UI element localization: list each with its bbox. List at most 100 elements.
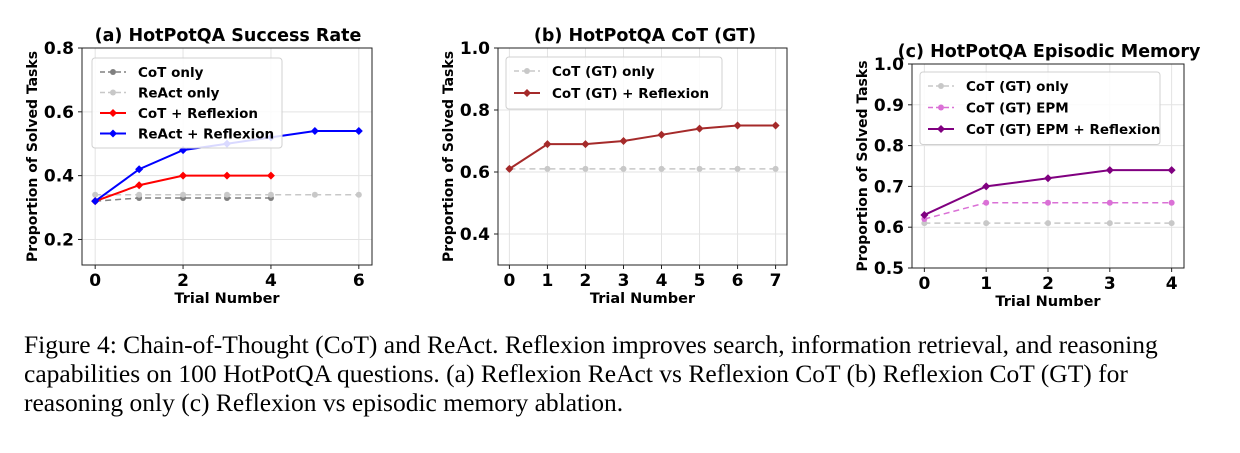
legend-label: CoT + Reflexion — [138, 106, 258, 122]
y-tick-label: 0.8 — [874, 137, 904, 157]
chart-panel-a: 0 2 4 6 0.2 0.4 0.6 0.8 (a) HotPotQA Success Rat… — [25, 26, 373, 307]
data-point — [1106, 220, 1113, 227]
data-point — [1044, 174, 1052, 183]
legend-box — [919, 71, 1161, 145]
legend-swatch-marker — [938, 83, 944, 89]
series-cot-gt-reflexion — [505, 121, 780, 173]
data-point — [772, 165, 779, 172]
legend-swatch-marker — [523, 89, 531, 97]
figure-caption: Figure 4: Chain-of-Thought (CoT) and ReA… — [24, 330, 1158, 417]
x-tick-label: 1 — [542, 271, 554, 291]
y-tick-label: 0.4 — [44, 167, 74, 187]
data-point — [1105, 166, 1114, 175]
x-tick-label: 0 — [89, 271, 101, 291]
data-point — [920, 210, 929, 219]
plot-frame — [497, 47, 788, 266]
legend-label: ReAct only — [138, 86, 220, 102]
y-tick-label: 0.6 — [460, 163, 490, 183]
data-point — [1168, 199, 1175, 206]
x-tick-label: 7 — [770, 271, 782, 291]
x-tick-label: 2 — [1042, 274, 1054, 294]
data-point — [224, 191, 230, 198]
data-point — [310, 126, 319, 135]
chart-panel-b: 0 1 2 3 4 5 6 7 0.4 0.6 0.8 1.0 (b) HotPotQA CoT (GT… — [441, 26, 788, 307]
legend-label: CoT (GT) + Reflexion — [552, 86, 709, 102]
chart-title: (b) HotPotQA CoT (GT) — [534, 26, 756, 46]
legend-label: CoT only — [138, 65, 204, 81]
data-point — [179, 171, 188, 180]
legend-label: CoT (GT) only — [552, 64, 655, 80]
legend: CoT (GT) only CoT (GT) EPM CoT (GT) EPM + … — [919, 71, 1161, 145]
data-point — [695, 124, 704, 133]
x-axis-label: Trial Number — [995, 294, 1101, 310]
series-cot-gt-only — [921, 220, 1175, 227]
legend-box — [91, 57, 283, 149]
y-tick-label: 0.8 — [44, 39, 74, 59]
legend-label: CoT (GT) EPM + Reflexion — [966, 122, 1160, 138]
chart-panel-c: 0 1 2 3 4 0.5 0.6 0.7 0.8 0.9 1.0(c) HotPotQA Epis… — [855, 42, 1201, 310]
data-point — [180, 191, 187, 198]
data-point — [734, 165, 741, 172]
x-tick-label: 5 — [694, 271, 706, 291]
y-tick-label: 0.6 — [874, 218, 904, 238]
x-tick-label: 1 — [980, 274, 992, 294]
legend-swatch-marker — [109, 129, 117, 138]
series-cot-gt-epm — [921, 199, 1175, 223]
x-tick-label: 3 — [618, 271, 630, 291]
data-point — [771, 121, 780, 130]
x-tick-label: 3 — [1104, 274, 1116, 294]
data-point — [582, 165, 589, 172]
y-axis-label: Proportion of Solved Tasks — [25, 51, 41, 262]
data-point — [982, 182, 991, 191]
series-line — [508, 124, 776, 170]
series-cot-gt-epm-reflexion — [920, 166, 1176, 219]
x-tick-label: 4 — [265, 271, 277, 291]
data-point — [267, 191, 274, 198]
x-axis-label: Trial Number — [590, 291, 696, 307]
data-point — [921, 216, 928, 223]
data-point — [619, 137, 628, 145]
legend-swatch-marker — [109, 109, 117, 117]
y-tick-label: 0.4 — [460, 225, 490, 245]
y-tick-label: 0.8 — [460, 101, 490, 121]
plot-frame — [81, 47, 373, 266]
x-tick-label: 6 — [353, 271, 365, 291]
data-point — [581, 140, 590, 149]
y-axis-label: Proportion of Solved Tasks — [441, 51, 457, 262]
data-point — [1045, 220, 1051, 227]
data-point — [658, 165, 665, 172]
y-tick-label: 1.0 — [460, 39, 490, 59]
data-point — [92, 191, 99, 198]
x-tick-label: 4 — [1166, 274, 1178, 294]
y-tick-label: 0.6 — [44, 103, 74, 123]
y-tick-label: 0.2 — [44, 230, 74, 250]
series-cot-gt-only — [506, 165, 779, 172]
legend-swatch-marker — [937, 125, 945, 133]
x-tick-label: 2 — [177, 271, 189, 291]
data-point — [983, 199, 990, 206]
data-point — [135, 181, 144, 190]
data-point — [355, 191, 362, 198]
y-tick-label: 0.5 — [874, 259, 904, 279]
data-point — [505, 164, 514, 173]
legend-box — [505, 56, 723, 110]
data-point — [657, 130, 666, 139]
legend-label: ReAct + Reflexion — [138, 127, 274, 143]
series-react-only — [92, 191, 362, 198]
x-tick-label: 6 — [732, 271, 744, 291]
legend: CoT only ReAct only CoT + Reflexion ReAct +… — [91, 57, 283, 149]
data-point — [983, 220, 990, 227]
chart-title: (a) HotPotQA Success Rate — [95, 26, 362, 46]
y-tick-label: 1.0 — [874, 55, 904, 75]
data-point — [136, 191, 143, 198]
x-tick-label: 2 — [580, 271, 592, 291]
data-point — [1167, 166, 1176, 175]
legend: CoT (GT) only CoT (GT) + Reflexion — [505, 56, 723, 110]
data-point — [733, 121, 742, 130]
data-point — [1106, 199, 1113, 206]
data-point — [544, 165, 551, 172]
y-tick-label: 0.7 — [874, 177, 904, 197]
data-point — [620, 165, 627, 172]
legend-swatch-marker — [110, 69, 116, 75]
